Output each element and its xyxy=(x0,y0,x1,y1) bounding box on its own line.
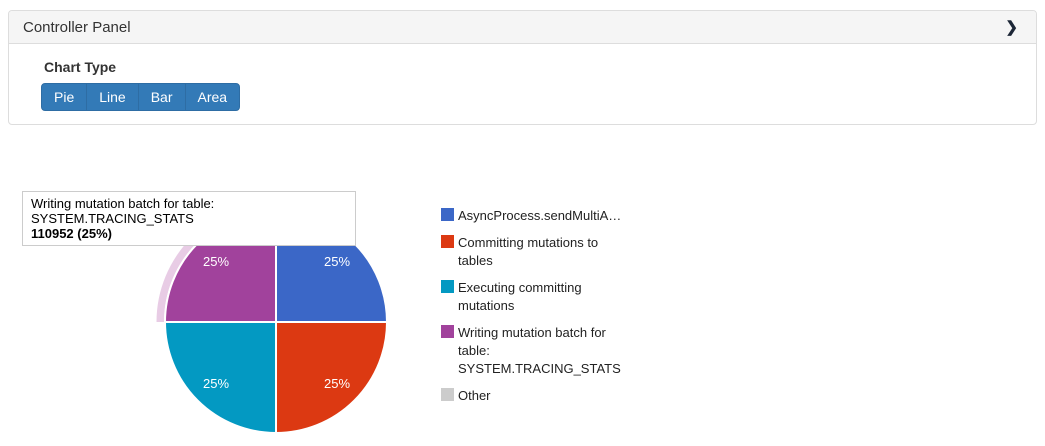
tooltip-slice-name: Writing mutation batch for table: SYSTEM… xyxy=(31,196,215,226)
slice-label-purple: 25% xyxy=(203,254,229,269)
legend-item: AsyncProcess.sendMultiA… xyxy=(441,207,621,225)
legend-item: Writing mutation batch for table: SYSTEM… xyxy=(441,324,621,378)
legend-swatch-other xyxy=(441,388,454,401)
legend-item: Committing mutations to tables xyxy=(441,234,613,270)
legend-label: AsyncProcess.sendMultiA… xyxy=(458,208,622,223)
legend-swatch-blue xyxy=(441,208,454,221)
pie-legend: AsyncProcess.sendMultiA… Committing muta… xyxy=(441,207,621,414)
slice-label-red: 25% xyxy=(324,376,350,391)
legend-swatch-purple xyxy=(441,325,454,338)
legend-item: Executing committing mutations xyxy=(441,279,613,315)
panel-title: Controller Panel xyxy=(23,19,131,36)
pie-slice-committing-mutations[interactable] xyxy=(275,321,389,435)
tooltip-slice-value: 110952 (25%) xyxy=(31,226,112,241)
pie-tooltip: Writing mutation batch for table: SYSTEM… xyxy=(22,191,356,246)
controller-panel-heading[interactable]: Controller Panel ❯ xyxy=(9,11,1036,44)
chart-type-label: Chart Type xyxy=(44,59,117,75)
legend-swatch-red xyxy=(441,235,454,248)
legend-label: Writing mutation batch for table: SYSTEM… xyxy=(458,325,621,376)
chart-type-button-group: Pie Line Bar Area xyxy=(41,83,241,111)
slice-label-blue: 25% xyxy=(324,254,350,269)
chart-type-button-line[interactable]: Line xyxy=(86,83,139,111)
chart-type-button-area[interactable]: Area xyxy=(184,83,241,111)
legend-item: Other xyxy=(441,387,613,405)
controller-panel-body: Chart Type Pie Line Bar Area xyxy=(9,44,1036,124)
slice-label-teal: 25% xyxy=(203,376,229,391)
pie-slice-executing-committing[interactable] xyxy=(163,321,277,435)
controller-panel: Controller Panel ❯ Chart Type Pie Line B… xyxy=(8,10,1037,125)
chart-type-button-pie[interactable]: Pie xyxy=(41,83,88,111)
legend-label: Executing committing mutations xyxy=(458,280,582,313)
chevron-right-icon[interactable]: ❯ xyxy=(1005,19,1018,36)
legend-swatch-teal xyxy=(441,280,454,293)
legend-label: Committing mutations to tables xyxy=(458,235,599,268)
chart-type-button-bar[interactable]: Bar xyxy=(137,83,186,111)
legend-label: Other xyxy=(458,388,491,403)
